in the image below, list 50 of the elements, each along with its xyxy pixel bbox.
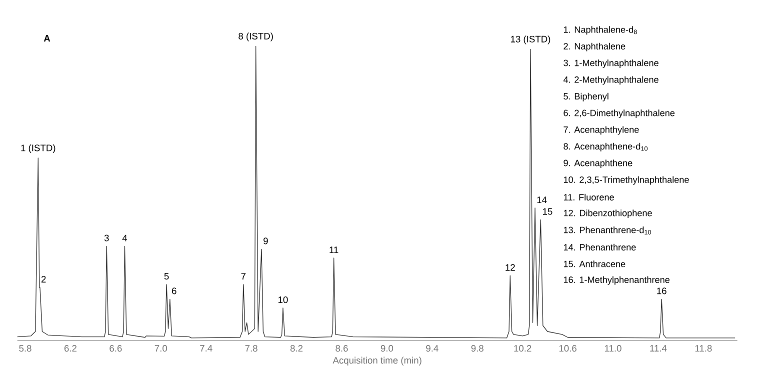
x-tick-label: 9.4 (426, 345, 438, 352)
x-tick-label: 5.8 (19, 345, 32, 352)
annotation: 5 (164, 273, 169, 280)
annotation: 11. Fluorene (564, 194, 614, 200)
x-tick-label: 9.0 (380, 345, 394, 352)
x-tick-label: 10.2 (514, 345, 532, 352)
annotation: 2. Naphthalene (564, 42, 626, 52)
annotation: 15 (542, 208, 552, 215)
annotation: 7. Acenaphthylene (564, 126, 639, 135)
annotation: 16 (657, 288, 666, 294)
annotation: 9. Acenaphthene (564, 160, 632, 168)
annotation: 7 (241, 273, 246, 280)
annotation: 4 (122, 234, 128, 242)
annotation: 6. 2,6-Dimethylnaphthalene (564, 110, 675, 118)
annotation: 1 (ISTD) (21, 144, 56, 154)
annotation: 15. Anthracene (564, 260, 626, 268)
x-tick-label: 11.8 (695, 345, 712, 352)
annotation: 6 (172, 288, 176, 294)
text: 1. Naphthalene-d$_{8}$ (564, 26, 637, 35)
annotation: 8 (ISTD) (238, 32, 273, 42)
annotation: 10. 2,3,5-Trimethylnaphthalene (564, 176, 689, 185)
x-tick-label: 10.6 (559, 345, 576, 352)
x-tick-label: 6.6 (110, 345, 122, 352)
x-axis-title: Acquisition time (min) (332, 356, 422, 366)
x-tick-label: 8.2 (290, 345, 303, 352)
annotation: 9 (264, 238, 268, 244)
annotation: 14. Phenanthrene (564, 244, 636, 251)
annotation: 4. 2-Methylnaphthalene (563, 76, 658, 85)
x-tick-label: 9.8 (471, 345, 484, 352)
annotation: 16. 1-Methylphenanthrene (564, 276, 670, 285)
annotation: 2 (41, 276, 46, 282)
annotation: 5. Biphenyl (564, 92, 608, 102)
x-tick-label: 7.8 (245, 345, 258, 352)
x-tick-label: 6.2 (64, 345, 76, 352)
annotation: 3. 1-Methylnaphthalene (564, 60, 658, 68)
chart-title: A (44, 35, 50, 42)
annotation: 11 (330, 246, 338, 254)
x-tick-label: 7.0 (154, 345, 168, 352)
annotation: 10 (278, 296, 288, 304)
annotation: 13 (ISTD) (510, 36, 550, 44)
annotation: 8. Acenaphthene-d$_{10}$ (564, 142, 648, 152)
annotation: 12. Dibenzothiophene (564, 210, 652, 218)
annotation: 3 (104, 234, 109, 242)
annotation: 14 (537, 196, 547, 204)
annotation: 13. Phenanthrene-d$_{10}$ (564, 226, 652, 234)
annotation: 12 (506, 264, 515, 271)
x-tick-label: 8.6 (336, 345, 348, 352)
x-tick-label: 11.4 (650, 345, 667, 352)
x-tick-label: 11.0 (604, 345, 622, 352)
x-tick-label: 7.4 (200, 345, 212, 352)
